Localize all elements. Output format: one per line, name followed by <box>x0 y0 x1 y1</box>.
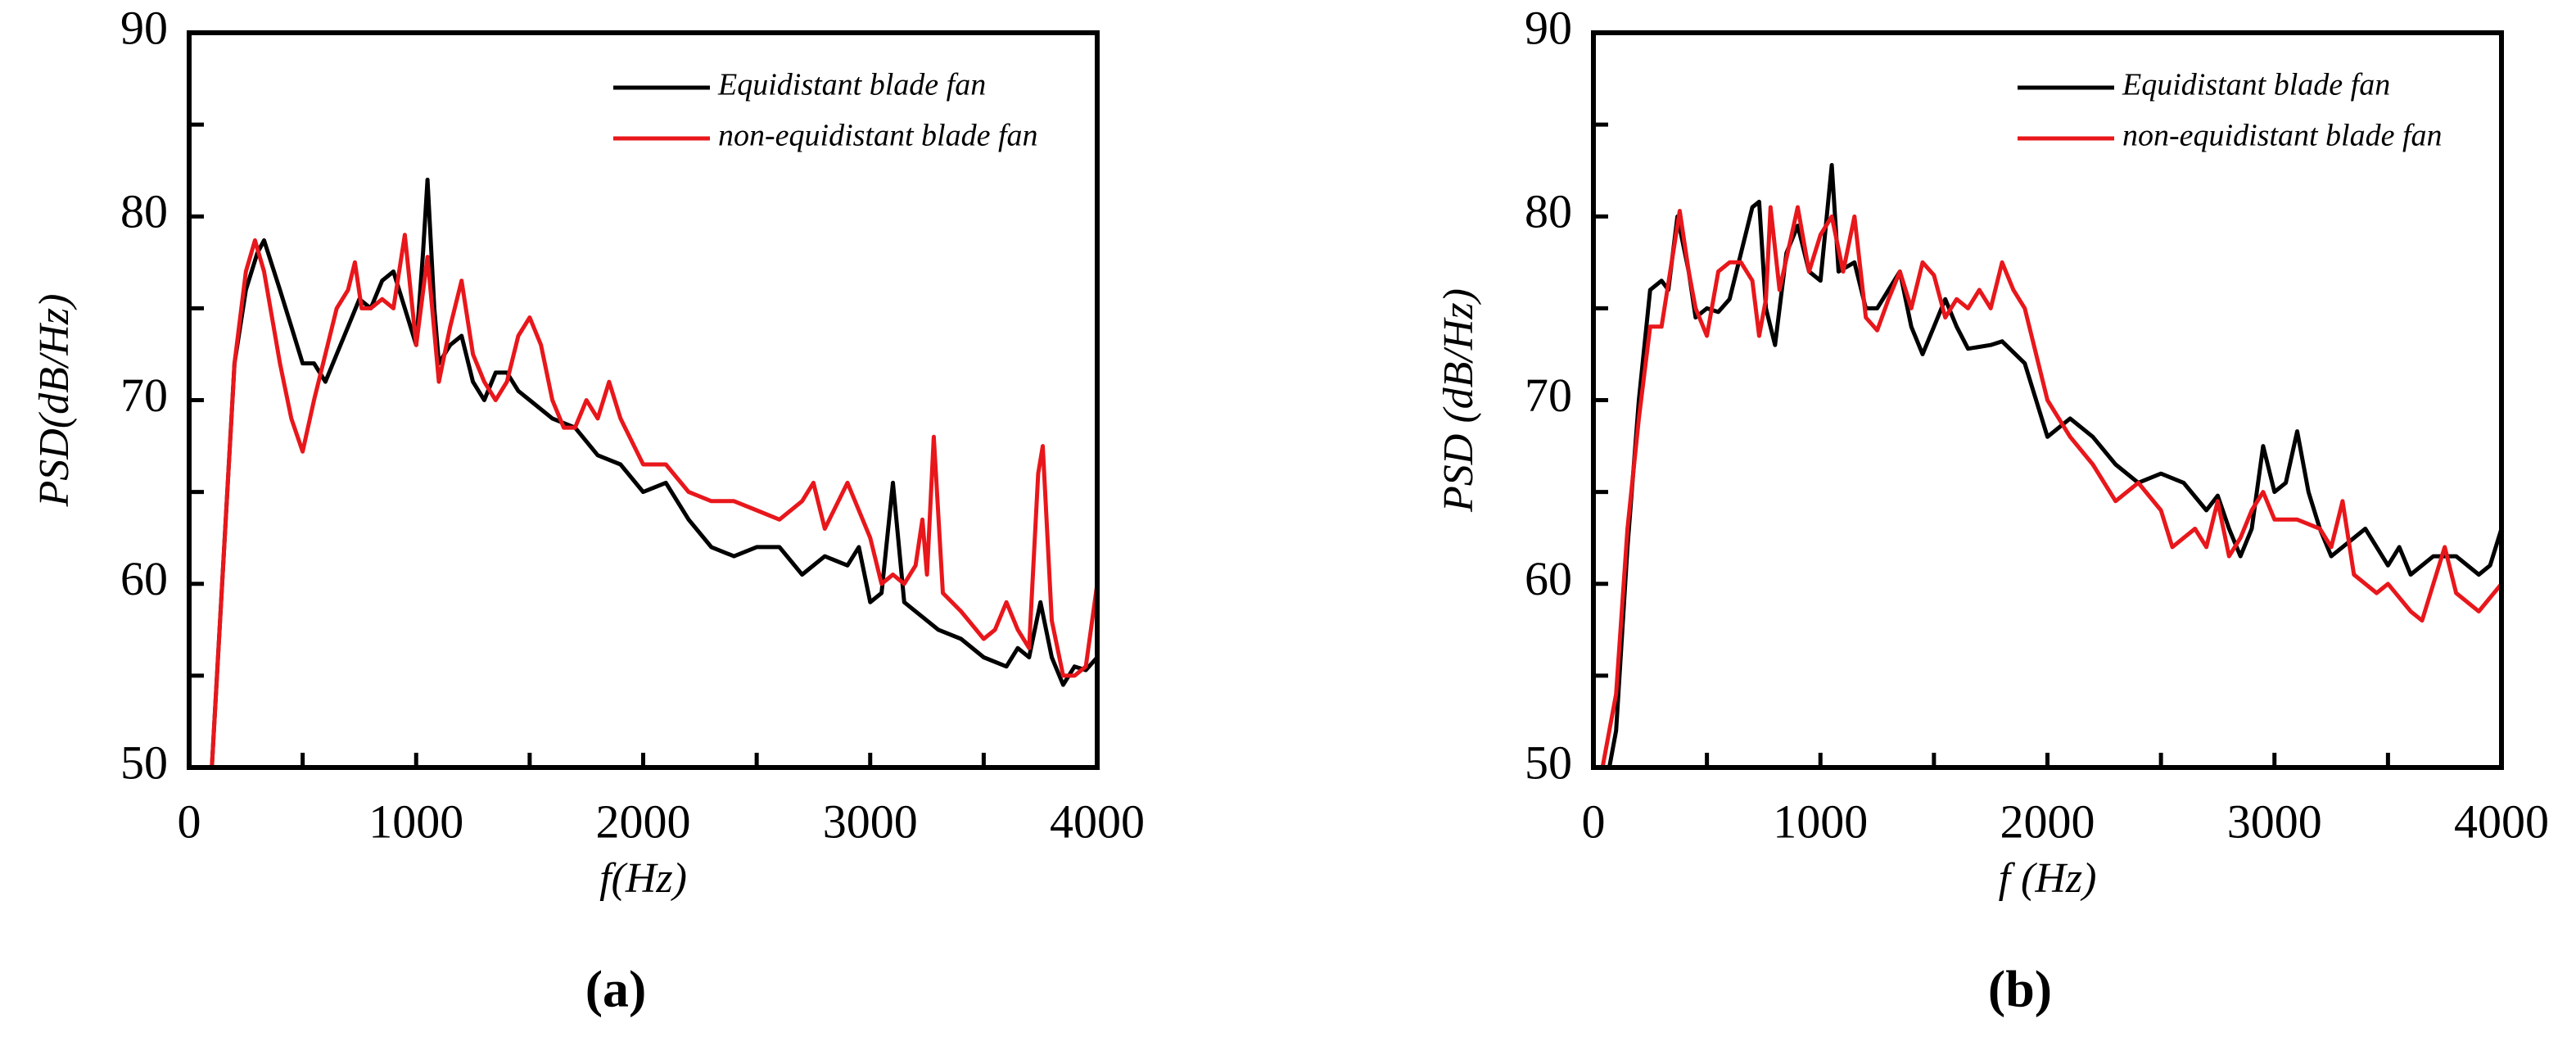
series-line <box>210 177 1097 768</box>
y-tick-label: 90 <box>1525 1 1572 54</box>
y-tick-label: 60 <box>1525 552 1572 605</box>
legend-label: non-equidistant blade fan <box>718 119 1038 153</box>
x-tick-label: 0 <box>1582 795 1606 848</box>
chart: 0 1000 2000 3000 4000 50 60 70 80 90 Equidistant b… <box>31 1 1145 1017</box>
y-axis-label: PSD(dB/Hz) <box>31 294 78 508</box>
plot-frame <box>187 30 1100 770</box>
legend-label: non-equidistant blade fan <box>2122 119 2443 153</box>
caption: (b) <box>1988 960 2052 1018</box>
chart: 0 1000 2000 3000 4000 50 60 70 80 90 Equidistant b… <box>1435 1 2549 1017</box>
y-tick-label: 70 <box>120 369 168 422</box>
x-tick-label: 3000 <box>2227 795 2322 848</box>
x-tick-label: 0 <box>178 795 201 848</box>
plot-frame <box>1591 30 2504 770</box>
y-tick-label: 80 <box>1525 185 1572 238</box>
series-line <box>1600 205 2501 768</box>
x-axis-label: f (Hz) <box>1999 855 2097 902</box>
y-tick-label: 90 <box>120 1 168 54</box>
x-tick-label: 4000 <box>2454 795 2549 848</box>
x-tick-label: 4000 <box>1050 795 1145 848</box>
series-line <box>1607 163 2501 768</box>
x-tick-label: 2000 <box>2000 795 2095 848</box>
x-tick-label: 2000 <box>596 795 691 848</box>
y-tick-label: 50 <box>1525 736 1572 789</box>
x-tick-label: 1000 <box>368 795 463 848</box>
y-tick-label: 50 <box>120 736 168 789</box>
legend-label: Equidistant blade fan <box>717 68 986 102</box>
y-tick-label: 70 <box>1525 369 1572 422</box>
legend-label: Equidistant blade fan <box>2122 68 2390 102</box>
x-axis-label: f(Hz) <box>599 855 687 902</box>
series-line <box>210 233 1097 768</box>
x-tick-label: 1000 <box>1773 795 1868 848</box>
caption: (a) <box>585 960 647 1018</box>
y-axis-label: PSD (dB/Hz) <box>1435 288 1482 513</box>
y-tick-label: 60 <box>120 552 168 605</box>
x-tick-label: 3000 <box>823 795 918 848</box>
y-tick-label: 80 <box>120 185 168 238</box>
